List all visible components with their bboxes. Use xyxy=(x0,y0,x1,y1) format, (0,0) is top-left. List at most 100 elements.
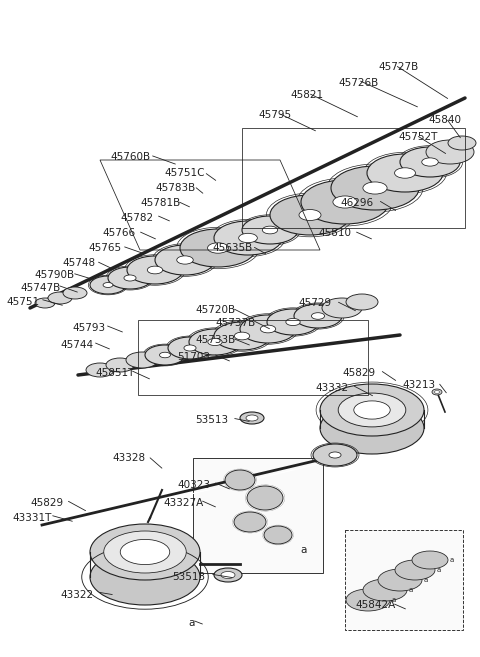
Bar xyxy=(193,458,323,573)
Text: 45737B: 45737B xyxy=(215,318,255,328)
Ellipse shape xyxy=(412,551,448,569)
Text: 45851T: 45851T xyxy=(95,368,134,378)
Ellipse shape xyxy=(312,313,324,319)
Text: 53513: 53513 xyxy=(172,572,205,582)
Ellipse shape xyxy=(363,579,407,601)
Text: a: a xyxy=(450,557,454,563)
Text: 45821: 45821 xyxy=(290,90,323,100)
Ellipse shape xyxy=(126,352,158,368)
Text: 45729: 45729 xyxy=(298,298,331,308)
Text: 45795: 45795 xyxy=(258,110,291,120)
Ellipse shape xyxy=(286,319,300,326)
Text: 45829: 45829 xyxy=(342,368,375,378)
Ellipse shape xyxy=(208,338,222,346)
Ellipse shape xyxy=(189,329,241,355)
Text: a: a xyxy=(392,597,396,603)
Ellipse shape xyxy=(354,401,390,419)
Ellipse shape xyxy=(270,195,350,235)
Text: a: a xyxy=(188,618,194,628)
Ellipse shape xyxy=(104,531,186,573)
Ellipse shape xyxy=(145,345,185,365)
Text: 45635B: 45635B xyxy=(212,243,252,253)
Text: 45783B: 45783B xyxy=(155,183,195,193)
Text: 45727B: 45727B xyxy=(378,62,418,72)
Ellipse shape xyxy=(103,283,113,288)
Text: 43332: 43332 xyxy=(315,383,348,393)
Text: 45790B: 45790B xyxy=(34,270,74,280)
Ellipse shape xyxy=(363,182,387,194)
Ellipse shape xyxy=(346,294,378,310)
Ellipse shape xyxy=(426,140,474,164)
Ellipse shape xyxy=(90,524,200,580)
Ellipse shape xyxy=(294,304,342,328)
Ellipse shape xyxy=(221,572,235,579)
Ellipse shape xyxy=(262,226,278,234)
Ellipse shape xyxy=(299,210,321,221)
Ellipse shape xyxy=(242,216,298,244)
Text: 51703: 51703 xyxy=(177,352,210,362)
Text: 45765: 45765 xyxy=(88,243,121,253)
Text: 40323: 40323 xyxy=(177,480,210,490)
Text: 45751: 45751 xyxy=(6,297,39,307)
Text: 45726B: 45726B xyxy=(338,78,378,88)
Ellipse shape xyxy=(35,298,55,308)
Ellipse shape xyxy=(367,154,443,192)
Text: 43213: 43213 xyxy=(402,380,435,390)
Ellipse shape xyxy=(422,158,438,166)
Text: 46296: 46296 xyxy=(340,198,373,208)
Text: a: a xyxy=(437,567,441,573)
Text: 45842A: 45842A xyxy=(355,600,395,610)
Ellipse shape xyxy=(90,549,200,605)
Ellipse shape xyxy=(267,309,319,335)
Ellipse shape xyxy=(214,221,282,255)
Text: 45760B: 45760B xyxy=(110,152,150,162)
Ellipse shape xyxy=(147,266,163,274)
Text: a: a xyxy=(409,587,413,593)
Text: a: a xyxy=(300,545,306,555)
Ellipse shape xyxy=(260,325,276,333)
Ellipse shape xyxy=(168,337,212,359)
Ellipse shape xyxy=(86,363,114,377)
Ellipse shape xyxy=(395,560,435,580)
Ellipse shape xyxy=(124,275,136,281)
Text: 45793: 45793 xyxy=(72,323,105,333)
Ellipse shape xyxy=(159,352,170,358)
Text: 45751C: 45751C xyxy=(164,168,204,178)
Text: 45766: 45766 xyxy=(102,228,135,238)
Text: 45840: 45840 xyxy=(428,115,461,125)
Ellipse shape xyxy=(120,539,170,564)
Ellipse shape xyxy=(247,486,283,510)
Ellipse shape xyxy=(239,233,257,242)
Ellipse shape xyxy=(90,276,126,294)
Ellipse shape xyxy=(434,390,440,394)
Text: 45733B: 45733B xyxy=(195,335,235,345)
Text: 43327A: 43327A xyxy=(163,498,203,508)
Ellipse shape xyxy=(320,384,424,436)
Ellipse shape xyxy=(63,287,87,299)
Ellipse shape xyxy=(225,470,255,490)
Ellipse shape xyxy=(155,245,215,275)
Ellipse shape xyxy=(378,569,422,591)
Ellipse shape xyxy=(240,315,296,343)
Ellipse shape xyxy=(448,136,476,150)
Bar xyxy=(345,530,463,630)
Ellipse shape xyxy=(313,444,357,466)
Text: 45744: 45744 xyxy=(60,340,93,350)
Text: 45752T: 45752T xyxy=(398,132,437,142)
Ellipse shape xyxy=(234,332,250,340)
Ellipse shape xyxy=(48,292,72,304)
Text: 45747B: 45747B xyxy=(20,283,60,293)
Text: a: a xyxy=(424,577,428,583)
Ellipse shape xyxy=(246,415,258,421)
Text: 45720B: 45720B xyxy=(195,305,235,315)
Ellipse shape xyxy=(301,180,389,224)
Ellipse shape xyxy=(177,256,193,264)
Text: 43328: 43328 xyxy=(112,453,145,463)
Ellipse shape xyxy=(395,168,416,178)
Ellipse shape xyxy=(331,166,419,210)
Ellipse shape xyxy=(207,243,228,253)
Text: 45782: 45782 xyxy=(120,213,153,223)
Ellipse shape xyxy=(333,196,357,208)
Ellipse shape xyxy=(106,358,134,372)
Text: 43322: 43322 xyxy=(60,590,93,600)
